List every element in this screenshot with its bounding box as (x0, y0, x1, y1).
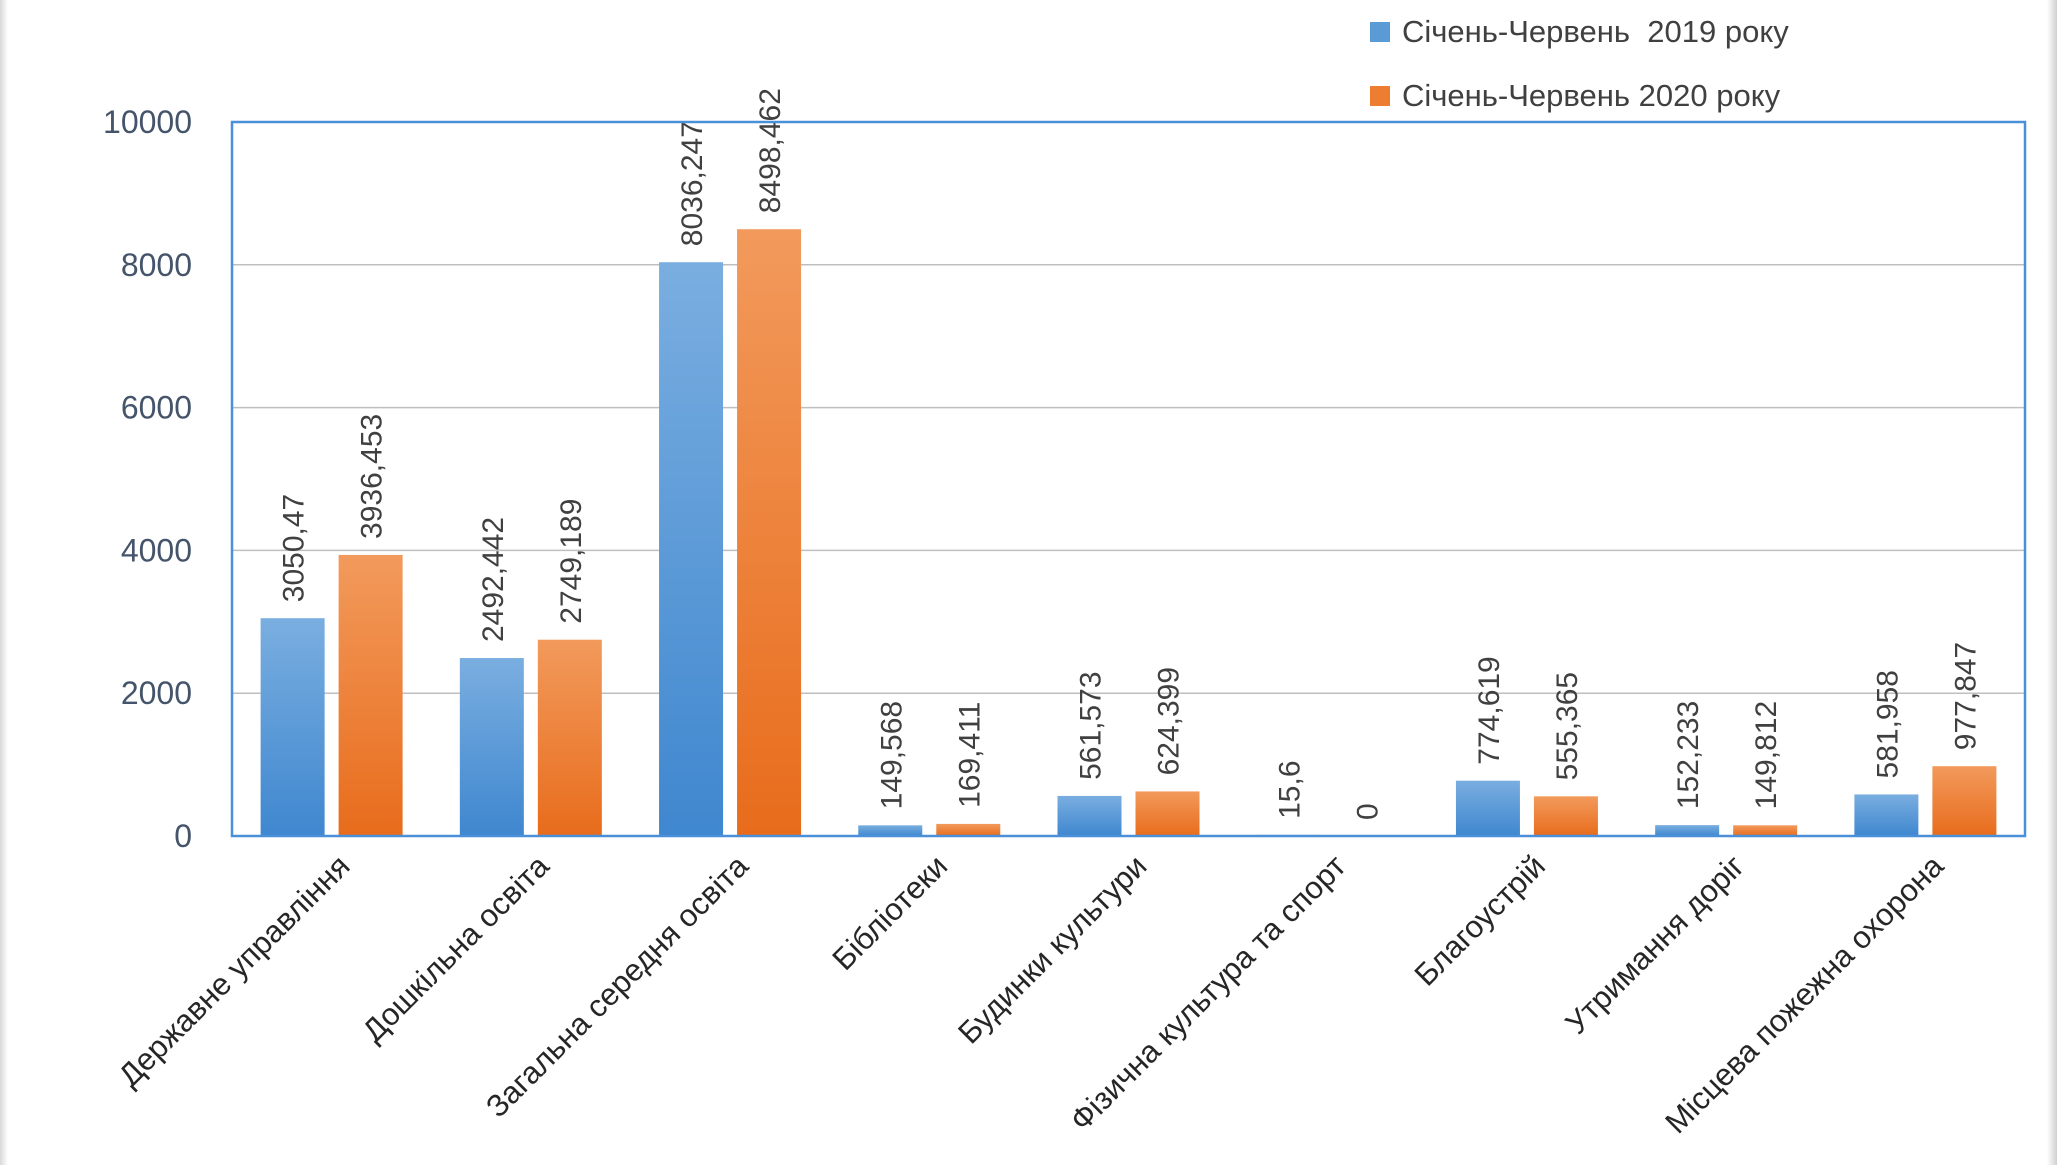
category-label: Бібліотеки (825, 848, 954, 977)
data-label: 149,568 (875, 701, 908, 809)
bar-2019 (1057, 795, 1122, 836)
y-tick-label: 8000 (121, 247, 192, 283)
y-tick-label: 2000 (121, 675, 192, 711)
category-label: Благоустрій (1408, 848, 1552, 992)
data-label: 169,411 (953, 702, 986, 808)
data-label: 581,958 (1871, 670, 1904, 778)
category-label: Дошкільна освіта (355, 848, 556, 1049)
bar-2019 (1455, 780, 1520, 836)
data-label: 0 (1352, 803, 1385, 820)
category-label: Державне управління (112, 848, 357, 1093)
legend-swatch-2019 (1370, 22, 1390, 42)
bar-2020 (936, 823, 1001, 836)
bar-2020 (1733, 825, 1798, 836)
bar-2020 (1135, 791, 1200, 836)
left-shadow-edge (0, 0, 8, 1165)
bars (260, 229, 1997, 836)
legend-swatch-2020 (1370, 86, 1390, 106)
bar-2019 (858, 825, 923, 836)
category-label: Утримання доріг (1558, 848, 1751, 1041)
data-label: 2749,189 (555, 499, 588, 624)
data-label: 149,812 (1750, 701, 1783, 809)
y-tick-label: 6000 (121, 390, 192, 426)
bar-2019 (1854, 794, 1919, 836)
bar-2020 (737, 229, 802, 836)
legend-label-2020: Січень-Червень 2020 року (1402, 78, 1781, 113)
bar-2019 (659, 262, 724, 836)
data-label: 3936,453 (356, 414, 389, 539)
category-label: Будинки культури (951, 848, 1153, 1050)
data-labels: 3050,47 3936,453 2492,442 2749,189 8036,247 8… (278, 88, 1983, 820)
data-label: 15,6 (1274, 760, 1307, 818)
bar-2019 (260, 618, 325, 836)
right-shadow-edge (2047, 0, 2057, 1165)
data-label: 624,399 (1153, 667, 1186, 775)
data-label: 555,365 (1551, 672, 1584, 780)
y-tick-label: 10000 (103, 104, 192, 140)
bar-2020 (1932, 766, 1997, 836)
y-tick-label: 4000 (121, 532, 192, 568)
y-tick-label: 0 (174, 818, 192, 854)
bar-2020 (338, 554, 403, 836)
bar-2020 (537, 639, 602, 836)
y-axis-tick-labels: 0 2000 4000 6000 8000 10000 (103, 104, 192, 854)
data-label: 3050,47 (278, 494, 311, 602)
legend: Січень-Червень 2019 року Січень-Червень 2… (1370, 14, 1789, 113)
legend-label-2019: Січень-Червень 2019 року (1402, 14, 1789, 49)
data-label: 8498,462 (754, 88, 787, 213)
data-label: 774,619 (1473, 656, 1506, 764)
bar-2020 (1533, 796, 1598, 836)
data-label: 2492,442 (477, 517, 510, 642)
data-label: 561,573 (1075, 671, 1108, 779)
bar-2019 (1655, 825, 1720, 836)
data-label: 152,233 (1672, 701, 1705, 809)
plot-area-border (230, 120, 2027, 838)
bar-2019 (459, 658, 524, 836)
data-label: 977,847 (1949, 642, 1982, 750)
data-label: 8036,247 (676, 121, 709, 246)
